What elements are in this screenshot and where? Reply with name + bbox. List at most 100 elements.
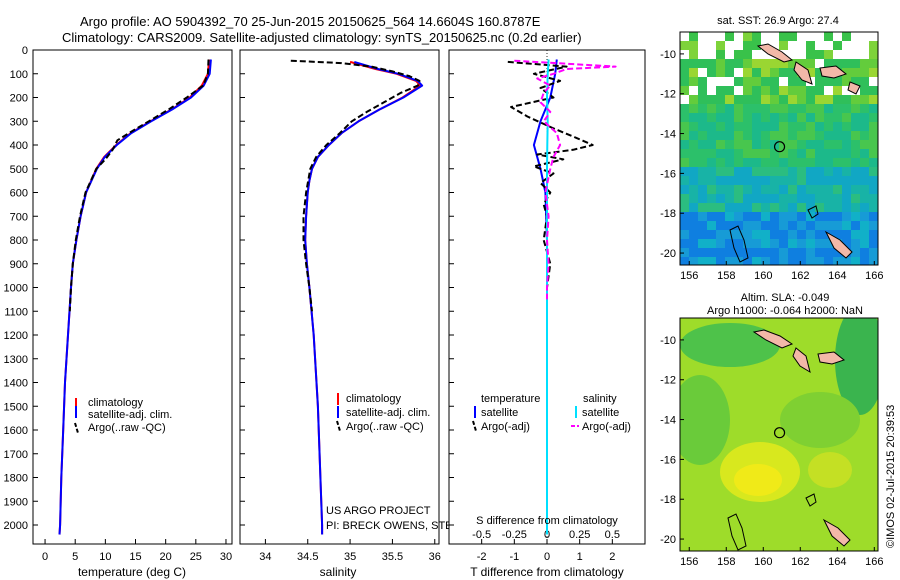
sst-cell bbox=[698, 86, 707, 95]
salinity-plot-frame bbox=[239, 49, 440, 545]
x-tick-label: 35 bbox=[344, 551, 356, 563]
sst-cell bbox=[680, 212, 689, 221]
sst-cell bbox=[869, 203, 878, 212]
sst-cell bbox=[860, 140, 869, 149]
sst-cell bbox=[725, 239, 734, 248]
depth-tick-label: 400 bbox=[10, 140, 28, 152]
sst-cell bbox=[869, 230, 878, 239]
sst-cell bbox=[788, 203, 797, 212]
sst-cell bbox=[770, 230, 779, 239]
sst-cell bbox=[680, 131, 689, 140]
sst-cell bbox=[869, 86, 878, 95]
sst-cell bbox=[680, 59, 689, 68]
lon-tick-label: 158 bbox=[717, 270, 735, 282]
lon-tick-label: 166 bbox=[865, 556, 883, 568]
sst-cell bbox=[734, 176, 743, 185]
reef-outline bbox=[807, 205, 819, 219]
sst-cell bbox=[761, 203, 770, 212]
x-tick-label: -1 bbox=[509, 551, 519, 563]
temperature-xlabel: temperature (deg C) bbox=[78, 565, 186, 579]
sst-cell bbox=[815, 176, 824, 185]
temperature-legend: climatology satellite-adj. clim. Argo(..… bbox=[74, 397, 172, 434]
sst-cell bbox=[860, 131, 869, 140]
sst-cell bbox=[860, 104, 869, 113]
sal-legend-argo-label: Argo(..raw -QC) bbox=[346, 421, 424, 433]
sst-cell bbox=[842, 86, 851, 95]
sst-cell bbox=[734, 248, 743, 257]
sst-cell bbox=[788, 167, 797, 176]
sst-cell bbox=[860, 59, 869, 68]
sla-anomaly-low bbox=[680, 375, 730, 465]
sst-cell bbox=[824, 212, 833, 221]
sst-cell bbox=[824, 50, 833, 59]
sst-cell bbox=[815, 194, 824, 203]
sst-cell bbox=[824, 59, 833, 68]
sst-cell bbox=[761, 230, 770, 239]
sst-cell bbox=[752, 185, 761, 194]
sst-cell bbox=[734, 104, 743, 113]
sst-cell bbox=[725, 59, 734, 68]
sst-cell bbox=[734, 86, 743, 95]
sst-cell bbox=[734, 77, 743, 86]
sst-cell bbox=[788, 230, 797, 239]
sst-cell bbox=[761, 77, 770, 86]
sst-cell bbox=[788, 158, 797, 167]
sst-cells bbox=[680, 32, 878, 265]
sst-cell bbox=[815, 239, 824, 248]
temperature-series bbox=[58, 59, 212, 535]
sst-cell bbox=[860, 32, 869, 41]
sst-cell bbox=[833, 203, 842, 212]
sst-cell bbox=[779, 41, 788, 50]
sst-cell bbox=[761, 86, 770, 95]
sst-cell bbox=[842, 59, 851, 68]
sst-cell bbox=[707, 113, 716, 122]
sst-cell bbox=[698, 50, 707, 59]
x-tick-label: -2 bbox=[477, 551, 487, 563]
sst-cell bbox=[680, 122, 689, 131]
sst-cell bbox=[860, 149, 869, 158]
sst-cell bbox=[806, 185, 815, 194]
sst-cell bbox=[680, 194, 689, 203]
sst-cell bbox=[824, 95, 833, 104]
sst-map-frame bbox=[679, 31, 879, 266]
sst-cell bbox=[779, 68, 788, 77]
sst-cell bbox=[851, 230, 860, 239]
sst-cell bbox=[806, 113, 815, 122]
sst-cell bbox=[761, 140, 770, 149]
sst-cell bbox=[752, 167, 761, 176]
lon-tick-label: 160 bbox=[754, 556, 772, 568]
sst-cell bbox=[851, 158, 860, 167]
sst-cell bbox=[788, 41, 797, 50]
lat-tick-label: -12 bbox=[660, 89, 676, 101]
sst-cell bbox=[851, 248, 860, 257]
sst-cell bbox=[797, 59, 806, 68]
sst-cell bbox=[842, 113, 851, 122]
sst-cell bbox=[725, 149, 734, 158]
sst-cell bbox=[833, 221, 842, 230]
sst-cell bbox=[851, 203, 860, 212]
sst-cell bbox=[743, 230, 752, 239]
temperature-x-axis: 0 5 10 15 20 25 30 bbox=[42, 539, 232, 563]
sst-cell bbox=[770, 68, 779, 77]
sst-cell bbox=[788, 149, 797, 158]
sst-cell bbox=[716, 212, 725, 221]
s-tick-label: 0.25 bbox=[569, 529, 590, 541]
sst-cell bbox=[734, 203, 743, 212]
sst-cell bbox=[833, 194, 842, 203]
sst-cell bbox=[698, 104, 707, 113]
salinity-difference-axis: -0.5 -0.25 0 0.25 0.5 bbox=[472, 529, 620, 541]
depth-tick-label: 1500 bbox=[4, 401, 28, 413]
sst-cell bbox=[689, 95, 698, 104]
sst-cell bbox=[833, 176, 842, 185]
sst-cell bbox=[824, 257, 833, 265]
depth-tick-label: 1000 bbox=[4, 283, 28, 295]
sst-cell bbox=[797, 239, 806, 248]
sst-cell bbox=[698, 113, 707, 122]
sst-cell bbox=[761, 212, 770, 221]
sst-cell bbox=[698, 131, 707, 140]
island-shape bbox=[793, 61, 813, 85]
project-credit: US ARGO PROJECT bbox=[326, 505, 431, 517]
sst-cell bbox=[716, 248, 725, 257]
sst-cell bbox=[797, 212, 806, 221]
